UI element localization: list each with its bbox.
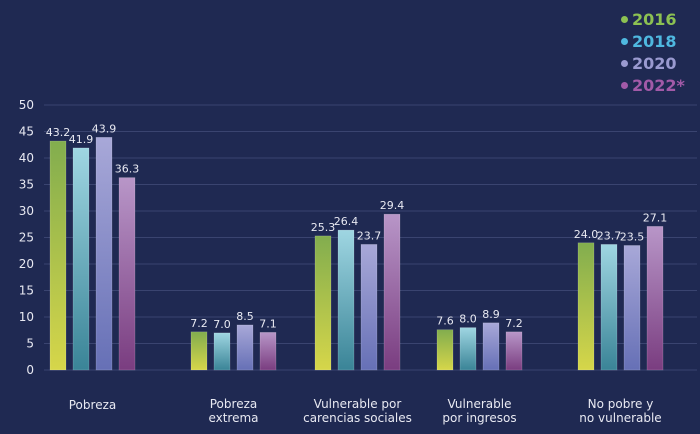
- legend-label: 2020: [632, 53, 677, 73]
- value-label: 7.0: [213, 318, 231, 331]
- bar-2022-1: [259, 332, 277, 371]
- y-tick-label: 35: [19, 178, 34, 192]
- bar-2018-1: [213, 332, 231, 371]
- bar-2020-1: [236, 324, 254, 371]
- bar-2022-3: [505, 331, 523, 371]
- value-label: 8.9: [482, 308, 500, 321]
- bar-2016-4: [577, 242, 595, 371]
- value-label: 36.3: [115, 163, 140, 176]
- value-label: 7.2: [505, 317, 523, 330]
- value-label: 43.2: [46, 126, 71, 139]
- legend-dot-icon: [621, 37, 628, 45]
- bar-2018-2: [337, 229, 355, 371]
- legend-dot-icon: [621, 59, 628, 67]
- value-label: 25.3: [311, 221, 336, 234]
- bar-2016-3: [436, 329, 454, 371]
- y-tick-label: 10: [19, 310, 34, 324]
- value-label: 7.1: [259, 317, 277, 330]
- y-tick-label: 0: [26, 363, 34, 377]
- category-label: Vulnerable por carencias sociales: [303, 397, 412, 425]
- category-label: No pobre y no vulnerable: [579, 397, 662, 425]
- value-label: 7.6: [436, 315, 454, 328]
- legend-label: 2018: [632, 31, 677, 51]
- bar-2020-4: [623, 245, 641, 371]
- bar-2022-4: [646, 226, 664, 371]
- legend-item: 2020: [621, 52, 685, 74]
- value-label: 23.7: [357, 229, 382, 242]
- value-label: 8.0: [459, 313, 477, 326]
- value-label: 23.5: [620, 230, 645, 243]
- bar-2020-2: [360, 244, 378, 371]
- legend-label: 2022*: [632, 75, 685, 95]
- value-label: 29.4: [380, 199, 405, 212]
- value-label: 27.1: [643, 211, 668, 224]
- legend: 2016 2018 2020 2022*: [621, 8, 685, 96]
- y-tick-label: 30: [19, 204, 34, 218]
- y-tick-label: 15: [19, 284, 34, 298]
- value-label: 41.9: [69, 133, 94, 146]
- bar-2018-0: [72, 147, 90, 371]
- category-label: Vulnerable por ingresos: [442, 397, 517, 425]
- value-labels: 43.2 7.2 25.3 7.6 24.0 41.9 7.0 26.4 8.0 23.7 43.9…: [46, 122, 668, 331]
- legend-dot-icon: [621, 81, 628, 89]
- legend-item: 2016: [621, 8, 685, 30]
- y-tick-label: 5: [26, 337, 34, 351]
- bar-2016-0: [49, 140, 67, 371]
- category-label: Pobreza extrema: [208, 397, 259, 425]
- y-axis-ticks: 0 5 10 15 20 25 30 35 40 45 50: [19, 98, 34, 377]
- value-label: 24.0: [574, 228, 599, 241]
- category-label: Pobreza: [68, 398, 117, 412]
- bar-2018-3: [459, 327, 477, 371]
- legend-item: 2018: [621, 30, 685, 52]
- bars: [49, 137, 664, 371]
- bar-2016-1: [190, 331, 208, 371]
- bar-2020-0: [95, 137, 113, 371]
- value-label: 23.7: [597, 229, 622, 242]
- value-label: 7.2: [190, 317, 208, 330]
- bar-2018-4: [600, 244, 618, 371]
- y-tick-label: 45: [19, 125, 34, 139]
- bar-2022-2: [383, 213, 401, 371]
- bar-2020-3: [482, 322, 500, 371]
- value-label: 43.9: [92, 122, 117, 135]
- y-tick-label: 25: [19, 231, 34, 245]
- bar-2016-2: [314, 235, 332, 371]
- value-label: 26.4: [334, 215, 359, 228]
- y-tick-label: 40: [19, 151, 34, 165]
- y-tick-label: 50: [19, 98, 34, 112]
- legend-label: 2016: [632, 9, 677, 29]
- legend-dot-icon: [621, 15, 628, 23]
- value-label: 8.5: [236, 310, 254, 323]
- bar-2022-0: [118, 177, 136, 371]
- legend-item: 2022*: [621, 74, 685, 96]
- y-tick-label: 20: [19, 257, 34, 271]
